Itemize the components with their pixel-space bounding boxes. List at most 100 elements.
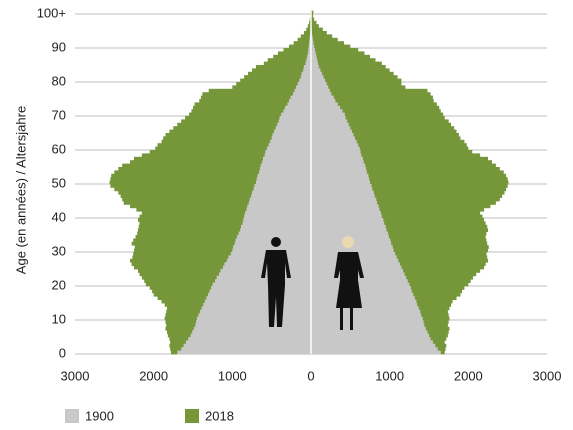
bar xyxy=(311,330,427,334)
bar xyxy=(244,215,311,219)
bar xyxy=(210,289,311,293)
bar xyxy=(254,184,311,188)
bar xyxy=(256,65,311,69)
bar xyxy=(304,65,311,69)
bar xyxy=(311,170,367,174)
bar xyxy=(311,68,320,72)
bar xyxy=(311,82,327,86)
bar xyxy=(311,334,429,338)
bar xyxy=(283,109,311,113)
bar xyxy=(285,106,311,110)
bar xyxy=(293,92,311,96)
bar xyxy=(311,327,426,331)
bar xyxy=(181,347,311,351)
bar xyxy=(177,351,311,355)
bar xyxy=(268,58,311,62)
bar xyxy=(311,62,382,66)
bar xyxy=(208,293,311,297)
bar xyxy=(311,232,388,236)
x-tick-label: 1000 xyxy=(218,368,247,383)
legend-label: 2018 xyxy=(205,408,234,423)
bar xyxy=(311,136,355,140)
bar xyxy=(311,41,344,45)
bar xyxy=(311,75,398,79)
bar xyxy=(311,208,379,212)
bar xyxy=(311,113,345,117)
bar xyxy=(311,147,360,151)
bar xyxy=(301,34,311,38)
x-tick-label: 3000 xyxy=(533,368,562,383)
bar xyxy=(277,123,311,127)
y-tick-label: 40 xyxy=(52,209,66,224)
bar xyxy=(311,276,406,280)
x-tick-label: 3000 xyxy=(61,368,90,383)
bar xyxy=(258,174,311,178)
bar xyxy=(211,286,311,290)
y-axis-label: Age (en années) / Altersjahre xyxy=(13,106,28,274)
bar xyxy=(205,300,311,304)
bar xyxy=(311,48,358,52)
bar xyxy=(311,340,433,344)
bar xyxy=(311,306,419,310)
bar xyxy=(311,55,317,59)
bar xyxy=(311,225,386,229)
bar xyxy=(311,177,369,181)
bar xyxy=(311,228,387,232)
bar xyxy=(199,313,311,317)
bar xyxy=(280,116,311,120)
bar xyxy=(298,38,311,42)
legend-swatch xyxy=(65,409,79,423)
bar xyxy=(289,45,311,49)
bar xyxy=(311,65,386,69)
y-tick-label: 60 xyxy=(52,141,66,156)
bar xyxy=(311,34,332,38)
bar xyxy=(311,337,431,341)
bar xyxy=(252,68,311,72)
bar xyxy=(311,133,353,137)
bar xyxy=(311,323,424,327)
bar xyxy=(272,133,311,137)
bar xyxy=(311,211,381,215)
bar xyxy=(276,126,311,130)
y-tick-label: 90 xyxy=(52,39,66,54)
bar xyxy=(311,201,377,205)
chart: Age (en années) / Altersjahre 0102030405… xyxy=(0,0,573,430)
bar xyxy=(311,167,366,171)
y-tick-label: 80 xyxy=(52,73,66,88)
bar xyxy=(311,279,408,283)
bar xyxy=(252,191,311,195)
bar xyxy=(311,310,420,314)
bar xyxy=(311,68,390,72)
bar xyxy=(311,92,331,96)
bar xyxy=(311,96,334,100)
bar xyxy=(215,279,311,283)
bar xyxy=(311,58,317,62)
bar xyxy=(267,147,311,151)
bar xyxy=(274,130,311,134)
bar xyxy=(311,99,335,103)
bar xyxy=(194,327,311,331)
bar xyxy=(291,96,311,100)
bar xyxy=(311,289,412,293)
y-tick-label: 20 xyxy=(52,277,66,292)
bar xyxy=(246,208,311,212)
bar xyxy=(273,55,311,59)
bar xyxy=(311,164,365,168)
x-tick-label: 2000 xyxy=(454,368,483,383)
bar xyxy=(311,89,330,93)
bar xyxy=(311,85,328,89)
bar xyxy=(311,174,368,178)
legend-label: 1900 xyxy=(85,408,114,423)
bar xyxy=(311,184,372,188)
y-tick-label: 0 xyxy=(59,345,66,360)
bar xyxy=(311,283,409,287)
bar xyxy=(279,119,311,123)
bar xyxy=(241,225,311,229)
bar xyxy=(311,31,327,35)
bar xyxy=(283,48,311,52)
bar xyxy=(249,201,311,205)
bar xyxy=(311,109,342,113)
bar xyxy=(311,140,357,144)
y-tick-label: 50 xyxy=(52,175,66,190)
bar xyxy=(278,51,311,55)
